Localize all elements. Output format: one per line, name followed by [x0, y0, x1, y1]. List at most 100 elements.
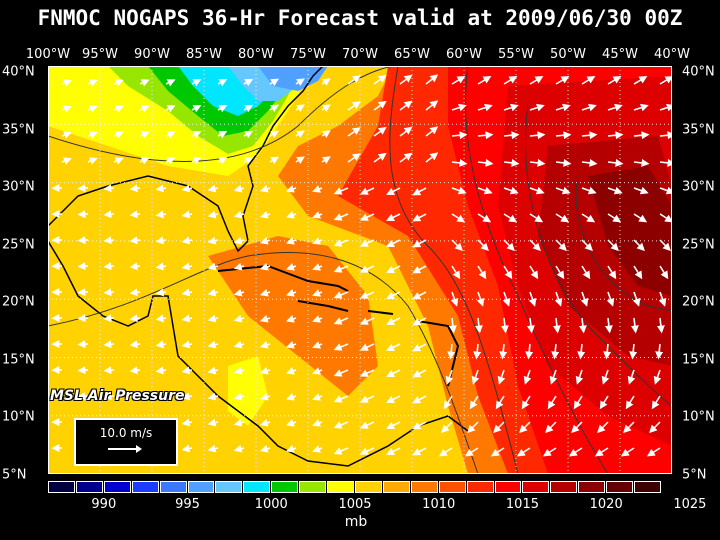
wind-arrow-icon — [607, 186, 623, 195]
wind-arrow-icon — [207, 444, 219, 453]
wind-arrow-icon — [129, 262, 141, 271]
wind-arrow-icon — [139, 105, 150, 113]
wind-arrow-icon — [333, 317, 349, 325]
wind-arrow-icon — [555, 213, 570, 223]
wind-arrow-icon — [503, 158, 520, 167]
wind-arrow-icon — [620, 447, 635, 457]
wind-arrow-icon — [61, 131, 72, 139]
wind-arrow-icon — [77, 392, 89, 401]
wind-arrow-icon — [503, 265, 513, 280]
wind-arrow-icon — [321, 130, 331, 138]
lat-label: 30°N — [682, 179, 715, 195]
wind-arrow-icon — [217, 105, 228, 113]
wind-arrow-icon — [233, 340, 245, 349]
wind-arrow-icon — [333, 395, 349, 403]
colorbar-swatch — [494, 481, 522, 493]
wind-arrow-icon — [181, 236, 193, 245]
wind-arrow-icon — [412, 317, 427, 326]
wind-arrow-icon — [547, 395, 557, 410]
wind-arrow-icon — [499, 343, 508, 360]
wind-arrow-icon — [477, 186, 493, 195]
wind-arrow-icon — [77, 184, 89, 193]
wind-arrow-icon — [493, 421, 505, 434]
wind-arrow-icon — [259, 418, 271, 427]
wind-arrow-icon — [233, 210, 245, 219]
wind-arrow-icon — [207, 366, 219, 375]
lon-label: 85°W — [186, 47, 222, 62]
wind-arrow-icon — [477, 103, 493, 112]
wind-arrow-icon — [359, 239, 375, 247]
wind-arrow-icon — [347, 101, 361, 111]
wind-arrow-icon — [633, 239, 645, 252]
wind-arrow-icon — [659, 75, 672, 85]
wind-arrow-icon — [285, 263, 297, 271]
wind-arrow-icon — [425, 126, 439, 137]
wind-arrow-icon — [129, 210, 141, 219]
lat-label: 5°N — [682, 467, 707, 482]
wind-arrow-icon — [438, 447, 453, 457]
wind-arrow-icon — [412, 447, 427, 456]
wind-arrow-icon — [285, 445, 297, 453]
wind-arrow-icon — [451, 75, 466, 85]
wind-arrow-icon — [181, 392, 193, 401]
wind-arrow-icon — [312, 393, 323, 401]
wind-arrow-icon — [477, 265, 487, 280]
colorbar-tick-label: 1000 — [254, 497, 288, 512]
wind-arrow-icon — [87, 105, 98, 113]
wind-arrow-icon — [233, 262, 245, 271]
colorbar-swatch — [578, 481, 606, 493]
wind-arrow-icon — [471, 369, 480, 385]
reference-vector-box: 10.0 m/s — [74, 418, 178, 466]
wind-arrow-icon — [312, 315, 323, 323]
wind-arrow-icon — [386, 291, 401, 299]
wind-arrow-icon — [581, 239, 593, 252]
wind-arrow-icon — [155, 392, 167, 401]
map-title: FNMOC NOGAPS 36-Hr Forecast valid at 200… — [37, 6, 683, 30]
colorbar-swatch — [606, 481, 634, 493]
wind-arrow-icon — [61, 79, 72, 87]
reference-vector-label: 10.0 m/s — [99, 426, 153, 440]
wind-arrow-icon — [129, 236, 141, 245]
wind-arrow-icon — [503, 131, 520, 140]
lat-label: 35°N — [2, 122, 35, 137]
wind-arrow-icon — [529, 75, 544, 85]
wind-arrow-icon — [312, 211, 323, 219]
wind-arrow-icon — [191, 105, 202, 113]
wind-arrow-icon — [523, 369, 532, 385]
wind-arrow-icon — [623, 421, 635, 434]
lon-label: 95°W — [82, 47, 118, 62]
wind-arrow-icon — [629, 343, 638, 360]
wind-arrow-icon — [450, 291, 459, 307]
wind-arrow-icon — [155, 340, 167, 349]
wind-arrow-icon — [359, 395, 375, 403]
wind-arrow-icon — [529, 103, 545, 112]
lat-label: 20°N — [2, 294, 35, 310]
wind-arrow-icon — [630, 317, 639, 334]
wind-arrow-icon — [451, 158, 468, 167]
wind-arrow-icon — [399, 74, 413, 85]
wind-arrow-icon — [285, 419, 297, 427]
wind-arrow-icon — [633, 186, 649, 195]
wind-arrow-icon — [577, 343, 586, 360]
wind-arrow-icon — [503, 213, 518, 223]
colorbar-swatch — [271, 481, 299, 493]
wind-arrow-icon — [359, 447, 375, 455]
wind-arrow-icon — [477, 75, 492, 85]
colorbar-swatch — [75, 481, 103, 493]
wind-arrow-icon — [165, 157, 176, 165]
wind-arrow-icon — [103, 340, 115, 349]
wind-arrow-icon — [469, 395, 479, 410]
wind-arrow-icon — [651, 395, 661, 410]
lon-label: 50°W — [550, 47, 586, 62]
wind-arrow-icon — [181, 262, 193, 271]
colorbar-swatch — [410, 481, 438, 493]
wind-arrow-icon — [295, 130, 305, 138]
wind-arrow-icon — [233, 418, 245, 427]
wind-arrow-icon — [259, 236, 271, 245]
wind-arrow-icon — [604, 317, 613, 334]
wind-arrow-icon — [451, 186, 467, 195]
wind-arrow-icon — [259, 340, 271, 349]
wind-arrow-icon — [77, 366, 89, 375]
colorbar-unit: mb — [344, 514, 368, 530]
wind-arrow-icon — [503, 239, 515, 252]
